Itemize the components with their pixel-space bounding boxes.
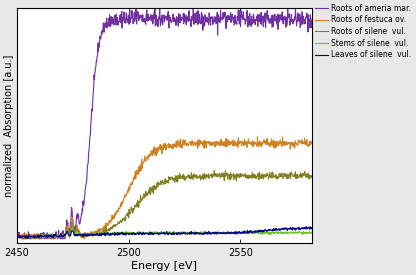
Leaves of silene  vul. [186, 232, 191, 235]
Roots of silene  vul. [309, 174, 314, 177]
Roots of festuca ov. [203, 141, 208, 145]
Leaves of silene  vul. [269, 229, 274, 232]
Leaves of silene  vul. [238, 232, 243, 235]
Roots of festuca ov. [269, 137, 274, 141]
Leaves of silene  vul. [33, 235, 38, 238]
Line: Stems of silene  vul.: Stems of silene vul. [17, 227, 312, 238]
X-axis label: Energy [eV]: Energy [eV] [131, 261, 197, 271]
Line: Roots of silene  vul.: Roots of silene vul. [17, 171, 312, 239]
Stems of silene  vul. [194, 231, 199, 235]
Stems of silene  vul. [269, 231, 274, 234]
Leaves of silene  vul. [194, 231, 199, 234]
Y-axis label: normalized  Absorption [a.u.]: normalized Absorption [a.u.] [4, 55, 14, 197]
Roots of silene  vul. [186, 175, 191, 178]
Roots of am​eria mar. [203, 19, 208, 23]
Stems of silene  vul. [186, 232, 191, 236]
Roots of festuca ov. [194, 141, 199, 144]
Roots of silene  vul. [203, 177, 208, 180]
Roots of am​eria mar. [15, 234, 20, 237]
Roots of silene  vul. [212, 169, 217, 172]
Roots of am​eria mar. [186, 9, 191, 12]
Roots of am​eria mar. [134, 4, 139, 7]
Leaves of silene  vul. [309, 227, 314, 230]
Line: Roots of festuca ov.: Roots of festuca ov. [17, 137, 312, 239]
Roots of am​eria mar. [269, 21, 274, 24]
Legend: Roots of am​eria mar., Roots of festuca ov., Roots of silene  vul., Stems of sil: Roots of am​eria mar., Roots of festuca … [314, 4, 411, 59]
Roots of festuca ov. [309, 140, 314, 144]
Roots of festuca ov. [238, 139, 243, 143]
Stems of silene  vul. [239, 231, 244, 234]
Roots of am​eria mar. [194, 21, 199, 24]
Roots of am​eria mar. [309, 19, 314, 23]
Leaves of silene  vul. [203, 232, 208, 235]
Stems of silene  vul. [203, 230, 208, 234]
Leaves of silene  vul. [15, 235, 20, 238]
Roots of festuca ov. [15, 235, 20, 238]
Roots of silene  vul. [269, 176, 274, 179]
Leaves of silene  vul. [304, 225, 309, 228]
Roots of festuca ov. [40, 237, 45, 241]
Line: Roots of am​eria mar.: Roots of am​eria mar. [17, 6, 312, 239]
Stems of silene  vul. [32, 235, 37, 239]
Roots of festuca ov. [32, 237, 37, 240]
Line: Leaves of silene  vul.: Leaves of silene vul. [17, 227, 312, 238]
Roots of am​eria mar. [33, 234, 38, 238]
Roots of am​eria mar. [19, 237, 24, 241]
Stems of silene  vul. [70, 226, 75, 229]
Roots of silene  vul. [32, 234, 37, 237]
Stems of silene  vul. [35, 236, 40, 240]
Roots of silene  vul. [194, 173, 199, 177]
Roots of silene  vul. [15, 236, 20, 239]
Roots of silene  vul. [239, 175, 244, 178]
Leaves of silene  vul. [25, 237, 30, 240]
Roots of silene  vul. [37, 237, 42, 241]
Roots of festuca ov. [255, 135, 260, 139]
Stems of silene  vul. [309, 230, 314, 234]
Roots of am​eria mar. [239, 14, 244, 18]
Stems of silene  vul. [15, 235, 20, 239]
Roots of festuca ov. [186, 144, 191, 147]
